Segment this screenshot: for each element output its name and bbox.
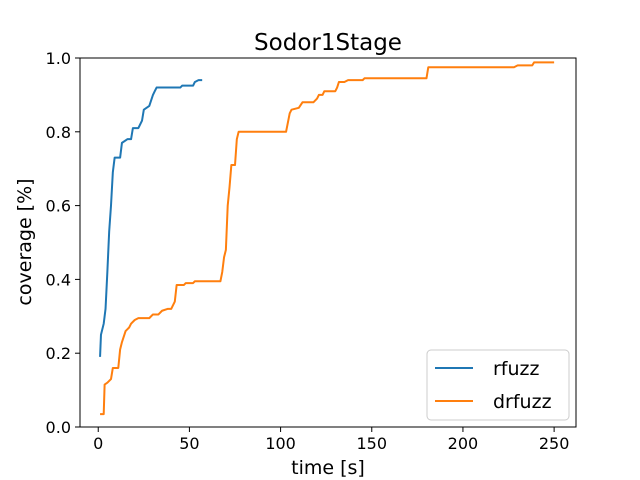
x-tick-label: 250 [539, 434, 570, 453]
series-line-drfuzz [100, 61, 555, 416]
y-tick-label: 0.8 [46, 123, 71, 142]
y-tick-label: 0.0 [46, 418, 71, 437]
y-tick-label: 0.2 [46, 344, 71, 363]
y-tick-label: 0.6 [46, 197, 71, 216]
y-tick-label: 0.4 [46, 270, 71, 289]
y-tick-label: 1.0 [46, 49, 71, 68]
x-tick-label: 50 [179, 434, 199, 453]
legend-label-drfuzz: drfuzz [493, 391, 552, 413]
tick-group: 0 50 100 150 200 250 0.0 0.2 0.4 0.6 0.8 1.0 [46, 49, 570, 453]
x-tick-label: 100 [265, 434, 296, 453]
x-tick-label: 200 [448, 434, 479, 453]
legend-label-rfuzz: rfuzz [493, 358, 540, 380]
plot-area [79, 57, 577, 428]
series-line-rfuzz [99, 79, 203, 357]
x-tick-label: 150 [356, 434, 387, 453]
y-axis-label: coverage [%] [14, 178, 36, 305]
chart-title: Sodor1Stage [254, 30, 402, 56]
x-axis-label: time [s] [291, 457, 365, 479]
plot-frame [79, 57, 577, 428]
legend: rfuzz drfuzz [426, 349, 570, 421]
x-tick-label: 0 [93, 434, 103, 453]
